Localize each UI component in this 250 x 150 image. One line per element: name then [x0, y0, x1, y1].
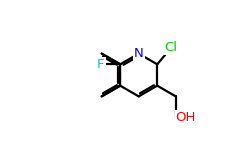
Text: Cl: Cl	[164, 41, 177, 54]
Text: OH: OH	[176, 111, 196, 124]
Text: N: N	[134, 47, 143, 60]
Text: F: F	[97, 58, 105, 71]
